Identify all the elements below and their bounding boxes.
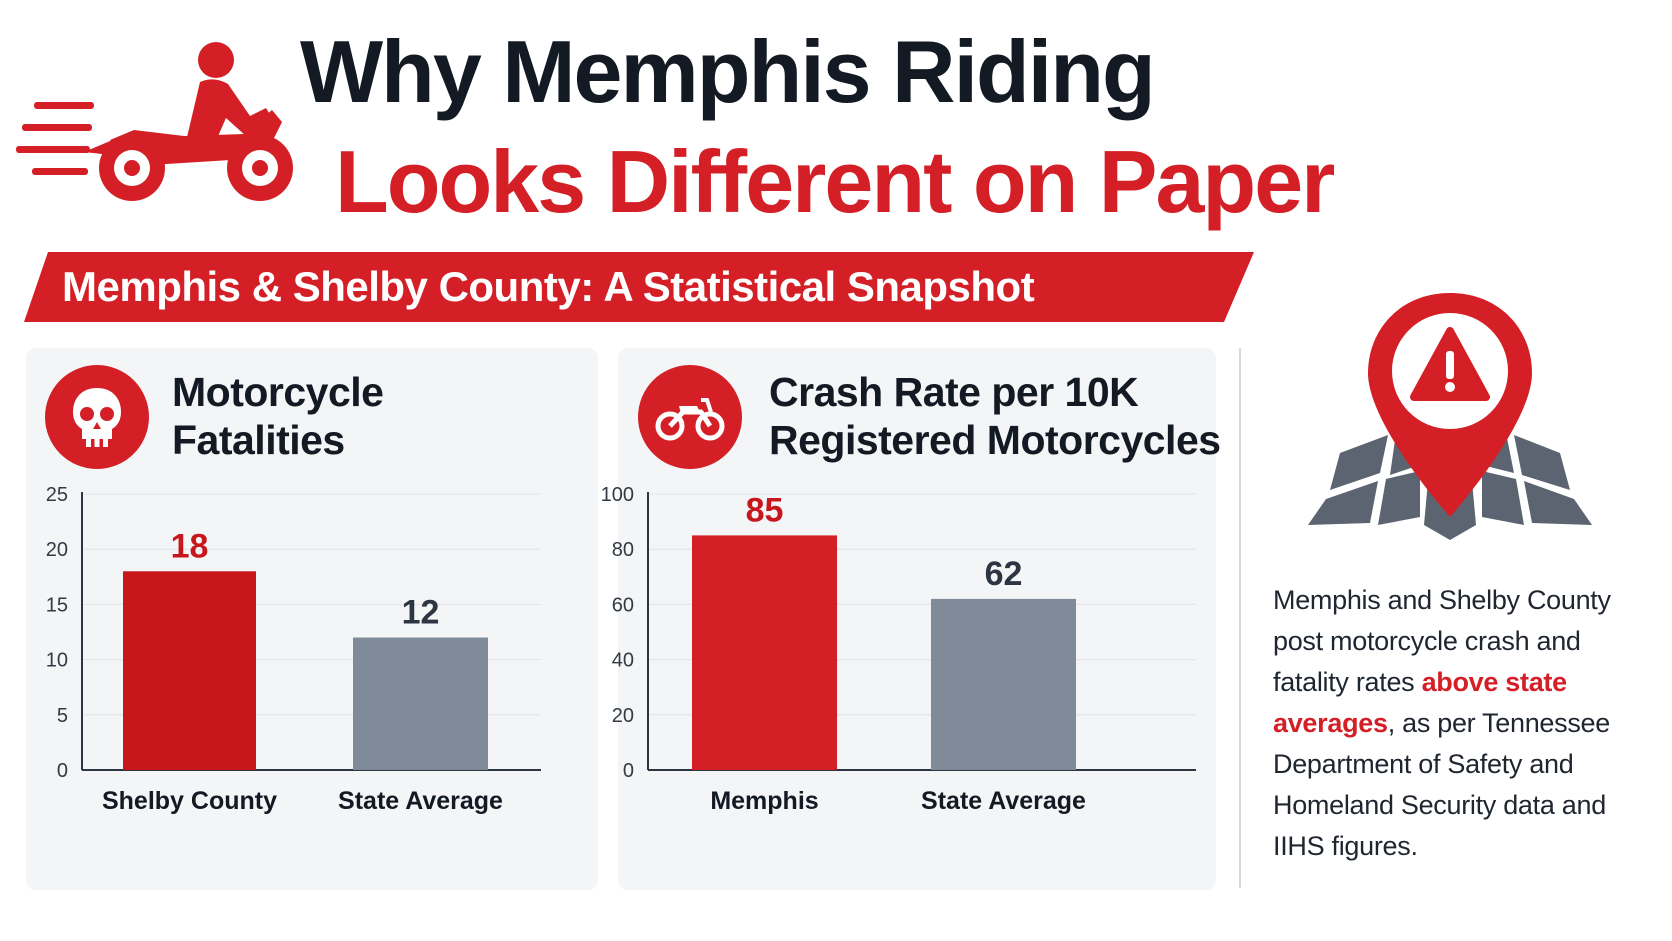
bar-1 — [931, 598, 1076, 770]
motorcycle-rider-logo — [16, 42, 293, 201]
motorcycle-icon — [638, 365, 742, 469]
crash-rate-title-line-1: Crash Rate per 10K — [769, 369, 1139, 415]
data-label: 18 — [171, 527, 209, 565]
side-description: Memphis and Shelby County post motorcycl… — [1273, 580, 1663, 867]
category-label: Memphis — [710, 787, 818, 815]
side-text-before: Memphis and Shelby County post motorcycl… — [1273, 585, 1611, 697]
y-tick-label: 10 — [46, 650, 68, 672]
y-tick-label: 5 — [57, 705, 68, 727]
side-text-highlight: above state averages — [1273, 667, 1567, 738]
fatalities-chart: 0 5 10 15 20 25 18 Shelby County 12 State Average — [46, 484, 541, 815]
category-label: State Average — [921, 787, 1086, 815]
y-tick-label: 20 — [612, 705, 634, 727]
data-label: 12 — [402, 594, 440, 632]
data-label: 85 — [746, 491, 784, 529]
y-tick-label: 100 — [601, 484, 634, 506]
data-label: 62 — [985, 555, 1023, 593]
crash-rate-title-line-2: Registered Motorcycles — [769, 417, 1221, 463]
y-tick-label: 0 — [623, 760, 634, 782]
fatalities-title-line-1: Motorcycle — [172, 369, 384, 415]
y-tick-label: 80 — [612, 539, 634, 561]
y-tick-label: 20 — [46, 539, 68, 561]
subtitle-banner — [24, 252, 1254, 322]
y-tick-label: 25 — [46, 484, 68, 506]
crash-rate-chart: 0 20 40 60 80 100 85 Memphis 62 State Average — [601, 484, 1196, 815]
divider — [1239, 348, 1241, 888]
subtitle-banner-text: Memphis & Shelby County: A Statistical S… — [62, 263, 1035, 310]
category-label: State Average — [338, 787, 503, 815]
page-title-line-1: Why Memphis Riding — [300, 22, 1156, 121]
y-tick-label: 15 — [46, 594, 68, 616]
y-tick-label: 40 — [612, 650, 634, 672]
bar-0 — [123, 571, 256, 770]
fatalities-title-line-2: Fatalities — [172, 417, 345, 463]
category-label: Shelby County — [102, 787, 277, 815]
skull-icon — [45, 365, 149, 469]
y-tick-label: 0 — [57, 760, 68, 782]
y-tick-label: 60 — [612, 594, 634, 616]
map-pin-warning-icon — [1308, 293, 1592, 540]
bar-0 — [692, 535, 837, 770]
bar-1 — [353, 637, 488, 770]
side-text-after: , as per Tennessee Department of Safety … — [1273, 708, 1610, 861]
page-title-line-2: Looks Different on Paper — [335, 132, 1335, 231]
